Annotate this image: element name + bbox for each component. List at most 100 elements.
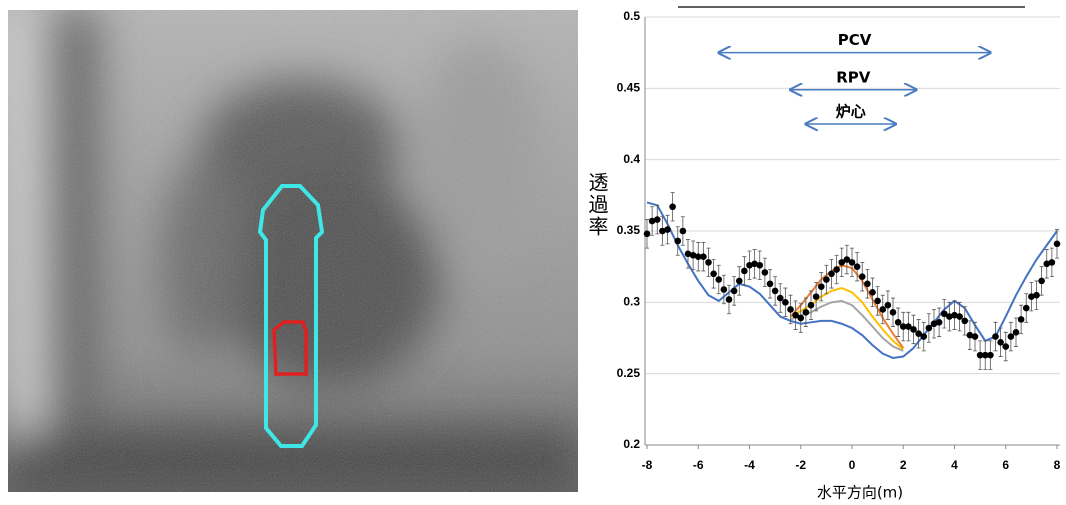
- data-point: [674, 237, 682, 245]
- data-point: [889, 309, 897, 316]
- chart: 0.2 0.25 0.3 0.35 0.4 0.45 0.5 -8 -6 -4 -2 0 2 4 6 8 PCV…: [617, 9, 1061, 472]
- data-point: [823, 276, 830, 283]
- data-point: [987, 351, 994, 359]
- y-tick-label: 0.3: [623, 295, 640, 309]
- range-label: PCV: [838, 31, 872, 49]
- data-point: [817, 283, 825, 290]
- data-point: [694, 253, 702, 260]
- data-point: [700, 253, 707, 260]
- data-point: [971, 333, 979, 340]
- x-tick-label: -8: [642, 458, 653, 472]
- data-point: [1022, 304, 1030, 312]
- data-point: [848, 259, 856, 266]
- data-point: [1033, 291, 1040, 299]
- data-point: [858, 273, 866, 280]
- data-point: [684, 250, 692, 258]
- data-point: [787, 306, 794, 313]
- data-point: [725, 296, 733, 303]
- data-point: [802, 309, 810, 316]
- data-point: [1028, 293, 1035, 300]
- data-point: [925, 324, 933, 332]
- data-point: [797, 314, 805, 322]
- data-point: [741, 267, 748, 275]
- data-point: [751, 260, 758, 268]
- x-tick-label: 8: [1054, 458, 1061, 472]
- y-tick-label: 0.4: [623, 152, 640, 166]
- data-point: [771, 287, 779, 295]
- data-point: [792, 311, 799, 319]
- data-point: [843, 256, 851, 263]
- data-point: [715, 276, 723, 283]
- data-point: [833, 266, 840, 273]
- data-point: [920, 333, 928, 340]
- x-tick-label: -2: [795, 458, 806, 472]
- data-point: [899, 323, 907, 330]
- data-point: [1043, 260, 1051, 268]
- data-point: [828, 270, 835, 278]
- data-point: [730, 287, 738, 295]
- data-point: [915, 330, 922, 338]
- x-axis-label: 水平方向(m): [817, 484, 903, 502]
- data-point: [782, 299, 789, 306]
- data-point: [1038, 277, 1045, 285]
- data-point: [1053, 240, 1061, 248]
- core-outline: [272, 320, 308, 376]
- data-point: [838, 259, 846, 266]
- data-point: [946, 313, 953, 320]
- x-tick-label: 4: [951, 458, 958, 472]
- data-point: [761, 269, 769, 276]
- x-tick-label: 0: [849, 458, 856, 472]
- data-point: [1048, 259, 1056, 266]
- data-point: [940, 310, 948, 318]
- data-point: [951, 311, 958, 319]
- data-point: [720, 286, 728, 293]
- range-label: RPV: [836, 68, 871, 86]
- data-point: [1002, 343, 1010, 350]
- data-point: [643, 230, 651, 238]
- data-point: [1007, 333, 1015, 340]
- data-point: [966, 331, 974, 339]
- data-point: [648, 217, 656, 225]
- data-point: [766, 280, 774, 288]
- data-point: [1012, 328, 1020, 336]
- data-point: [735, 277, 743, 285]
- data-point: [807, 301, 815, 309]
- data-point: [910, 326, 917, 333]
- x-tick-label: 6: [1002, 458, 1009, 472]
- data-point: [874, 297, 881, 305]
- data-point: [669, 203, 676, 211]
- data-point: [664, 226, 671, 233]
- data-point: [894, 319, 902, 326]
- line-series: [790, 299, 904, 352]
- data-point: [705, 259, 712, 266]
- pcv-outline: [257, 184, 325, 448]
- data-point: [776, 294, 784, 302]
- data-point: [864, 280, 871, 288]
- y-tick-label: 0.35: [617, 223, 641, 237]
- data-point: [853, 263, 861, 270]
- data-point: [679, 227, 687, 235]
- y-tick-label: 0.25: [617, 366, 641, 380]
- y-tick-label: 0.45: [617, 81, 641, 95]
- data-point: [956, 313, 963, 320]
- radiograph-image: [8, 10, 578, 492]
- data-point: [905, 323, 912, 330]
- data-point: [746, 261, 753, 269]
- data-point: [976, 351, 984, 359]
- y-tick-label: 0.5: [623, 9, 640, 23]
- y-axis-label: 透過率: [585, 172, 609, 238]
- range-label: 炉心: [836, 103, 866, 121]
- data-point: [981, 351, 989, 359]
- data-point: [659, 227, 666, 235]
- data-point: [756, 261, 764, 269]
- data-point: [930, 320, 938, 328]
- data-point: [961, 317, 969, 325]
- data-point: [935, 319, 943, 326]
- data-point: [869, 289, 876, 296]
- data-point: [812, 293, 820, 300]
- line-series: [646, 201, 1058, 360]
- x-tick-label: -4: [744, 458, 755, 472]
- x-tick-label: 2: [900, 458, 907, 472]
- data-point: [1017, 316, 1025, 323]
